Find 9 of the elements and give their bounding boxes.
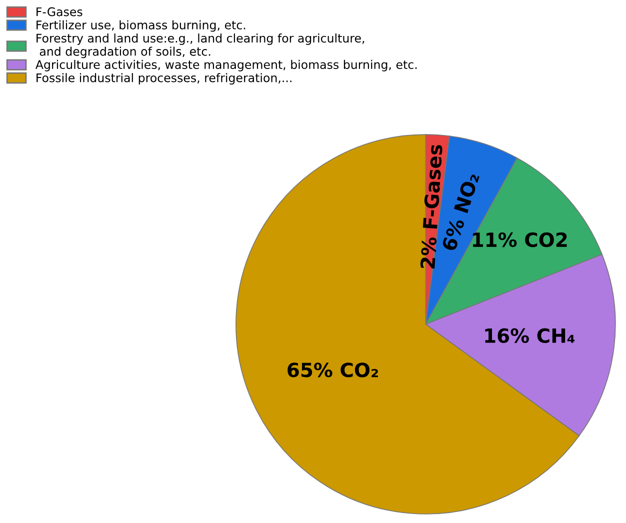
legend-label: F-Gases <box>36 7 82 16</box>
legend-label: Fossile industrial processes, refrigeration,... <box>36 73 292 85</box>
data-label: 11% CO2 <box>472 232 567 248</box>
legend-label: Fertilizer use, biomass burning, etc. <box>36 20 246 32</box>
legend-label: Forestry and land use:e.g., land clearing for agriculture, and degradation of soils, etc. <box>36 33 364 58</box>
legend-label: Agriculture activities, waste management, biomass burning, etc. <box>36 60 417 72</box>
data-label: 16% CH₄ <box>485 328 575 343</box>
data-label: 2% F-Gases <box>420 144 443 269</box>
data-label: 65% CO₂ <box>288 362 378 378</box>
